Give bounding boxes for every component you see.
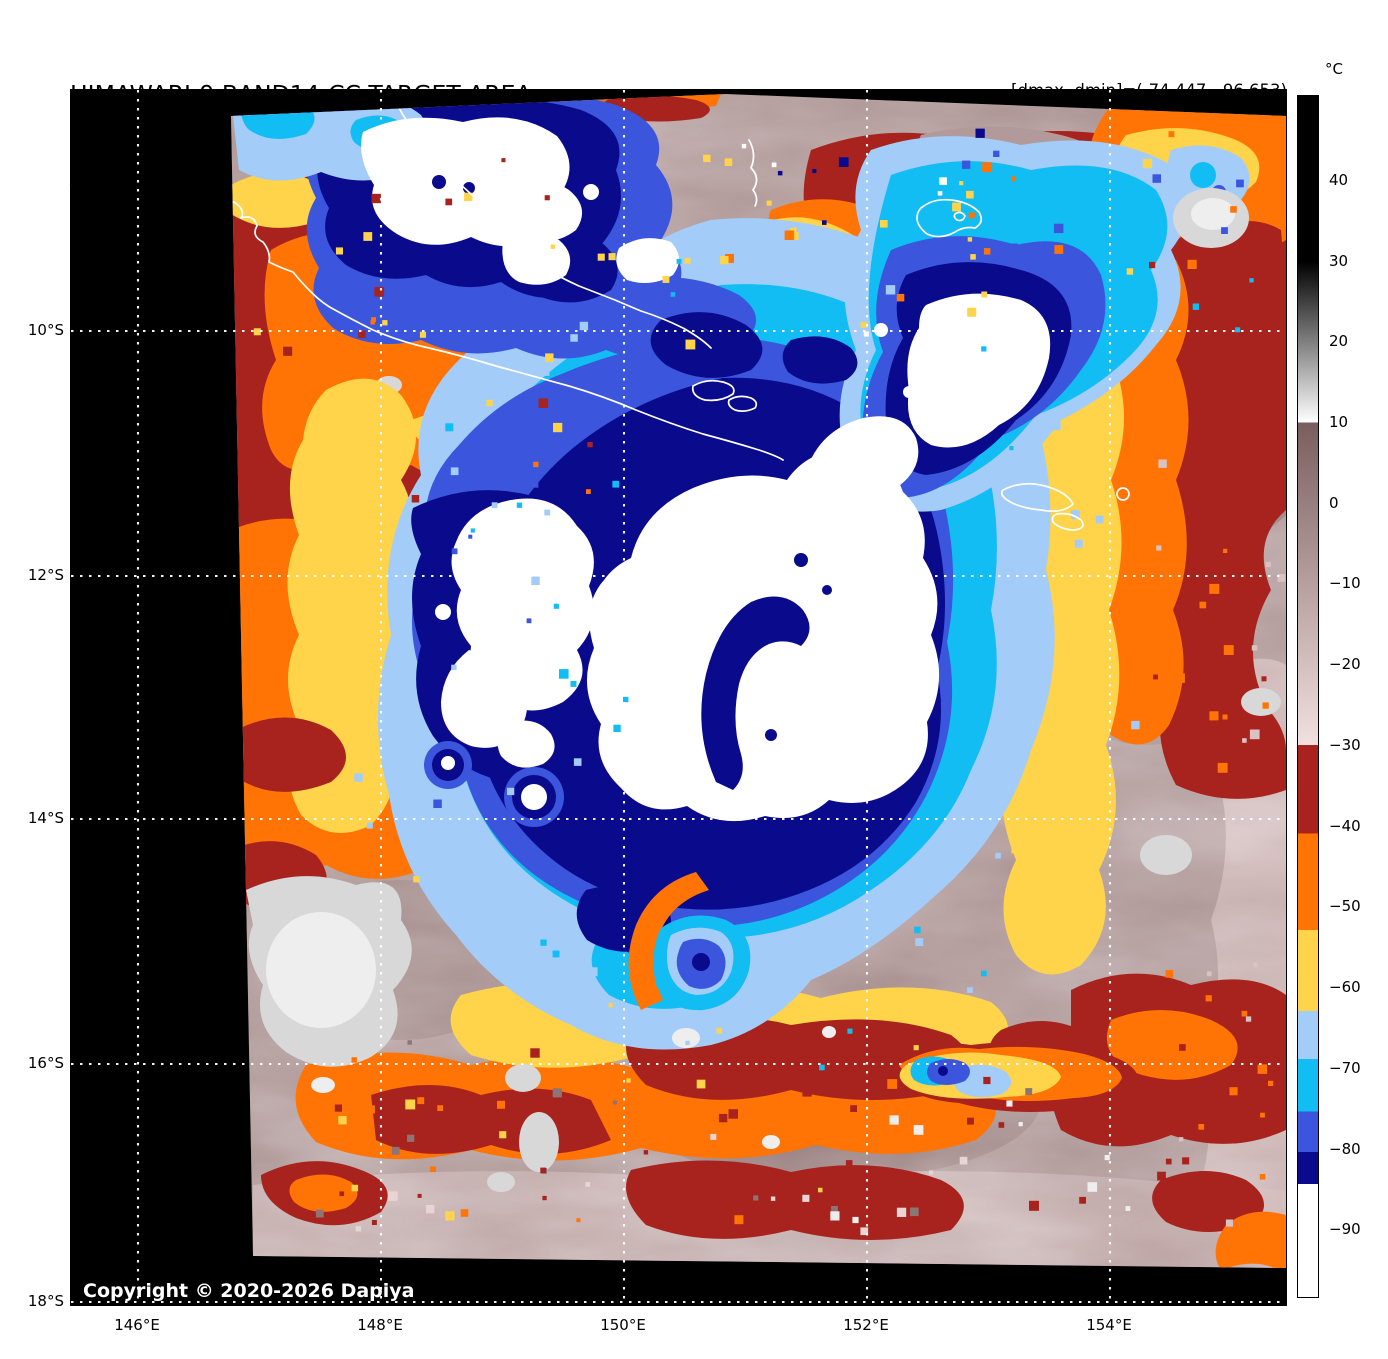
satellite-map: Copyright © 2020-2026 Dapiya (70, 89, 1287, 1306)
lon-tick-label: 152°E (843, 1316, 889, 1334)
colorbar-tick-label: −50 (1329, 897, 1361, 916)
colorbar-tick-label: −40 (1329, 816, 1361, 835)
colorbar-tick-label: 0 (1329, 493, 1339, 512)
colorbar-tick-label: 20 (1329, 332, 1349, 351)
lat-tick-label: 14°S (27, 809, 64, 827)
lon-tick-label: 146°E (114, 1316, 160, 1334)
colorbar-tick-label: −80 (1329, 1139, 1361, 1158)
lon-tick-label: 150°E (600, 1316, 646, 1334)
data-swath (231, 94, 1286, 1268)
colorbar-tick-label: 10 (1329, 412, 1349, 431)
colorbar-tick-label: −70 (1329, 1058, 1361, 1077)
coastlines (231, 94, 1130, 531)
colorbar-tick-label: −30 (1329, 735, 1361, 754)
lon-tick-label: 154°E (1086, 1316, 1132, 1334)
temperature-colorbar (1297, 95, 1319, 1298)
satellite-image: Copyright © 2020-2026 Dapiya (71, 90, 1286, 1305)
colorbar-unit-label: °C (1325, 60, 1343, 78)
colorbar-tick-label: −10 (1329, 574, 1361, 593)
colorbar-tick-label: −20 (1329, 655, 1361, 674)
lat-tick-label: 18°S (27, 1292, 64, 1310)
lon-tick-label: 148°E (357, 1316, 403, 1334)
colorbar-tick-label: −60 (1329, 978, 1361, 997)
lat-tick-label: 12°S (27, 566, 64, 584)
colorbar-tick-label: 40 (1329, 170, 1349, 189)
lat-tick-label: 16°S (27, 1054, 64, 1072)
colorbar-tick-label: −90 (1329, 1220, 1361, 1239)
pixel-speckles (253, 128, 1286, 1236)
lat-tick-label: 10°S (27, 321, 64, 339)
colorbar-tick-label: 30 (1329, 251, 1349, 270)
copyright-label: Copyright © 2020-2026 Dapiya (83, 1280, 414, 1302)
